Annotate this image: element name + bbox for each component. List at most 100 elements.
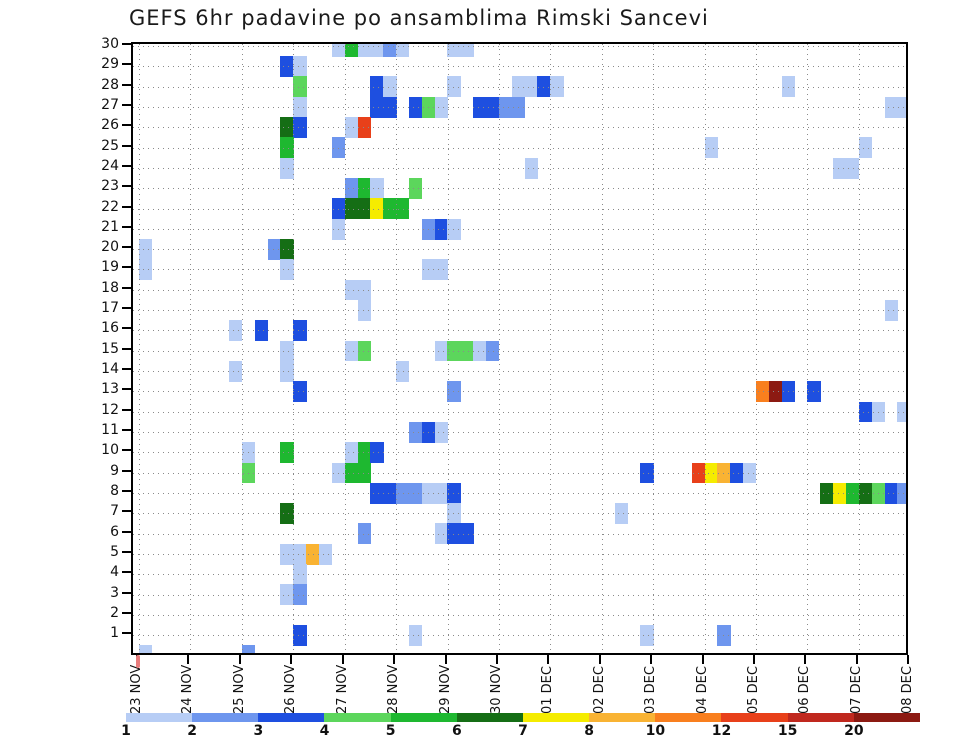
y-tick-label: 2 <box>110 604 119 621</box>
colorbar-segment <box>258 713 325 722</box>
horizontal-gridline <box>133 188 906 190</box>
y-tick <box>122 286 131 289</box>
vertical-gridline <box>241 44 243 653</box>
x-tick <box>547 655 550 664</box>
horizontal-gridline <box>133 553 906 555</box>
colorbar-segment <box>655 713 722 722</box>
colorbar-segment <box>522 713 590 722</box>
y-tick <box>122 571 131 574</box>
y-tick-label: 21 <box>101 218 119 235</box>
x-tick-label: 05 DEC <box>746 666 761 714</box>
y-tick <box>122 611 131 614</box>
heatmap-cell <box>357 44 371 57</box>
y-tick-label: 10 <box>101 442 119 459</box>
vertical-gridline <box>447 44 449 653</box>
plot-area <box>131 42 908 655</box>
colorbar-label: 3 <box>253 723 264 739</box>
x-tick <box>701 655 704 664</box>
y-tick <box>122 530 131 533</box>
horizontal-gridline <box>133 66 906 68</box>
y-tick-label: 26 <box>101 117 119 134</box>
x-tick-label: 01 DEC <box>540 666 556 714</box>
horizontal-gridline <box>133 452 906 454</box>
colorbar-label: 8 <box>584 723 595 739</box>
y-tick-label: 22 <box>101 198 119 215</box>
horizontal-gridline <box>133 269 906 271</box>
vertical-gridline <box>190 44 192 653</box>
x-tick <box>598 655 601 664</box>
y-tick-label: 13 <box>101 381 119 398</box>
vertical-gridline <box>498 44 500 653</box>
colorbar-segment <box>126 713 193 722</box>
colorbar-label: 1 <box>121 723 131 739</box>
horizontal-gridline <box>133 391 906 393</box>
chart-title: GEFS 6hr padavine po ansamblima Rimski S… <box>129 6 709 30</box>
x-tick-label: 03 DEC <box>643 666 659 714</box>
y-tick-label: 20 <box>101 239 119 256</box>
vertical-gridline <box>550 44 552 653</box>
y-tick <box>122 347 131 350</box>
vertical-gridline <box>756 44 757 653</box>
y-tick-label: 28 <box>101 76 119 93</box>
vertical-gridline <box>807 44 809 653</box>
horizontal-gridline <box>133 167 906 169</box>
x-tick <box>855 655 858 664</box>
y-tick <box>122 550 131 553</box>
x-tick-label: 02 DEC <box>591 666 607 714</box>
horizontal-gridline <box>133 46 906 47</box>
colorbar-label: 5 <box>385 723 396 739</box>
x-tick <box>804 655 807 664</box>
y-tick <box>122 185 131 188</box>
y-tick <box>122 43 131 45</box>
horizontal-gridline <box>133 249 906 251</box>
y-tick-label: 14 <box>101 361 119 378</box>
horizontal-gridline <box>133 330 906 332</box>
horizontal-gridline <box>133 432 906 434</box>
y-tick-label: 9 <box>110 462 119 479</box>
y-tick-label: 19 <box>101 259 119 276</box>
x-tick <box>753 655 755 664</box>
horizontal-gridline <box>133 533 906 535</box>
x-tick <box>444 655 447 664</box>
y-tick <box>122 164 131 167</box>
y-tick <box>122 429 131 432</box>
horizontal-gridline <box>133 411 906 413</box>
colorbar-segment <box>324 713 391 722</box>
y-tick <box>122 83 131 86</box>
y-tick <box>122 63 131 66</box>
vertical-gridline <box>858 44 860 653</box>
x-tick-label: 24 NOV <box>180 664 196 714</box>
y-tick-label: 17 <box>101 300 119 317</box>
x-tick-label: 07 DEC <box>848 666 864 714</box>
colorbar-segment <box>192 713 259 722</box>
x-tick <box>495 655 498 664</box>
x-tick-label: 25 NOV <box>231 664 247 714</box>
y-tick-label: 25 <box>101 137 119 154</box>
colorbar-label: 15 <box>777 723 798 739</box>
y-tick-label: 29 <box>101 56 119 73</box>
y-tick <box>122 510 131 513</box>
colorbar-segment <box>853 713 920 722</box>
x-tick <box>187 655 190 664</box>
y-tick-label: 8 <box>110 482 119 499</box>
y-tick <box>122 124 131 127</box>
x-tick <box>393 655 396 664</box>
y-tick <box>122 144 131 147</box>
y-tick-label: 15 <box>101 340 119 357</box>
vertical-gridline <box>653 44 655 653</box>
y-tick-label: 6 <box>110 523 119 540</box>
heatmap-cell <box>241 645 256 653</box>
y-tick <box>122 266 131 269</box>
colorbar-label: 10 <box>645 723 666 739</box>
x-tick <box>341 655 344 664</box>
colorbar-label: 6 <box>451 723 462 739</box>
horizontal-gridline <box>133 147 906 149</box>
y-tick-label: 7 <box>110 503 119 520</box>
horizontal-gridline <box>133 350 906 352</box>
horizontal-gridline <box>133 513 906 515</box>
y-tick-label: 16 <box>101 320 119 337</box>
y-tick <box>122 103 131 106</box>
y-tick-label: 23 <box>101 178 119 195</box>
y-tick <box>122 388 131 391</box>
colorbar-label: 4 <box>319 723 330 739</box>
